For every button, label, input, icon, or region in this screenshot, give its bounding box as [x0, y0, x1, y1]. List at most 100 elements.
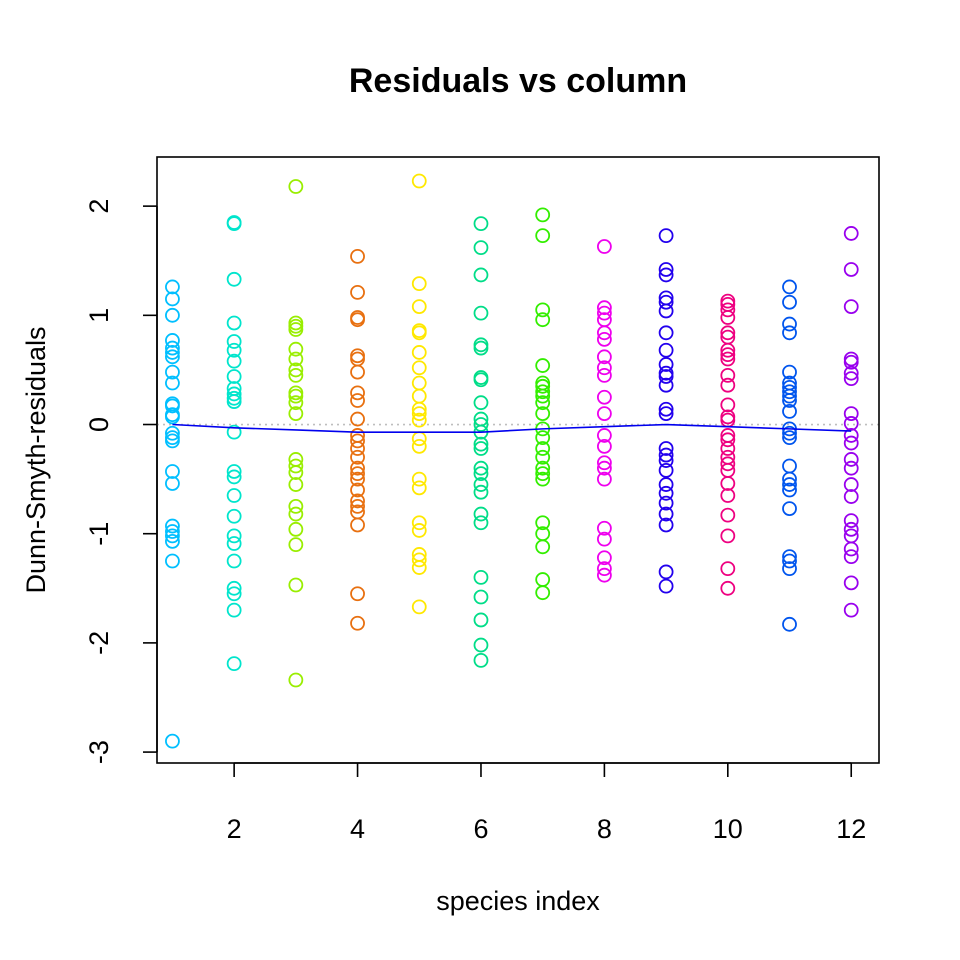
- data-point: [720, 441, 736, 456]
- data-point: [226, 464, 242, 479]
- data-point: [288, 388, 304, 404]
- data-point: [658, 477, 674, 492]
- data-point: [411, 515, 427, 531]
- data-point: [720, 476, 736, 491]
- data-point: [473, 589, 489, 605]
- data-point: [165, 364, 180, 380]
- data-point: [226, 353, 242, 369]
- data-point: [473, 612, 489, 628]
- data-point: [535, 384, 551, 400]
- data-point: [411, 406, 427, 421]
- data-point: [350, 460, 365, 476]
- data-point: [411, 412, 427, 428]
- data-point: [782, 279, 797, 295]
- data-point: [782, 316, 797, 332]
- data-point: [288, 672, 304, 688]
- data-point: [843, 452, 859, 467]
- data-point: [843, 299, 859, 314]
- data-point: [658, 485, 674, 501]
- data-point: [843, 521, 859, 537]
- data-point: [658, 294, 674, 310]
- data-point: [535, 312, 551, 328]
- data-point: [843, 406, 859, 421]
- data-point: [350, 364, 365, 380]
- data-point: [288, 179, 304, 194]
- data-point: [288, 341, 304, 357]
- data-point: [782, 549, 797, 565]
- data-point: [535, 395, 551, 411]
- data-point: [350, 482, 365, 498]
- data-point: [473, 372, 489, 388]
- data-point: [658, 453, 674, 468]
- data-point: [473, 484, 489, 500]
- data-point: [350, 466, 365, 482]
- data-point: [596, 561, 612, 577]
- data-point: [473, 340, 489, 356]
- data-point: [658, 303, 674, 319]
- data-point: [165, 307, 180, 323]
- data-point: [226, 602, 242, 618]
- data-point: [226, 656, 242, 672]
- data-point: [720, 325, 736, 341]
- data-point: [658, 564, 674, 580]
- data-point: [535, 378, 551, 394]
- data-point: [350, 586, 365, 602]
- data-point: [596, 471, 612, 487]
- data-point: [658, 357, 674, 372]
- data-point: [843, 371, 859, 387]
- data-point: [473, 637, 489, 653]
- data-point: [782, 393, 797, 408]
- data-point: [473, 477, 489, 492]
- data-point: [350, 517, 365, 533]
- data-point: [782, 616, 797, 632]
- data-point: [535, 358, 551, 373]
- data-point: [843, 477, 859, 492]
- data-point: [658, 262, 674, 277]
- data-point: [658, 369, 674, 384]
- data-point: [473, 441, 489, 456]
- data-point: [658, 401, 674, 417]
- data-point: [226, 271, 242, 287]
- data-point: [843, 575, 859, 591]
- data-point: [165, 349, 180, 365]
- data-point: [596, 460, 612, 476]
- data-point: [411, 523, 427, 538]
- data-point: [473, 267, 489, 283]
- data-point: [165, 279, 180, 295]
- data-point: [843, 226, 859, 241]
- data-point: [473, 240, 489, 256]
- data-point: [658, 517, 674, 533]
- data-point: [165, 291, 180, 307]
- data-point: [165, 375, 180, 391]
- trend-line: [172, 423, 852, 433]
- data-point: [782, 425, 797, 441]
- data-point: [226, 580, 242, 596]
- data-point: [473, 460, 489, 476]
- data-point: [226, 394, 242, 409]
- data-point: [350, 499, 365, 514]
- data-point: [473, 652, 489, 668]
- data-point: [411, 276, 427, 292]
- data-point: [720, 377, 736, 393]
- data-point: [535, 572, 551, 587]
- data-point: [843, 460, 859, 476]
- data-point: [288, 367, 304, 383]
- x-tick-label: 12: [836, 814, 866, 844]
- data-point: [720, 342, 736, 358]
- data-point: [288, 577, 304, 593]
- data-point: [473, 515, 489, 531]
- data-point: [473, 216, 489, 232]
- data-point: [411, 599, 427, 615]
- data-point: [596, 325, 612, 341]
- data-point: [596, 300, 612, 316]
- data-point: [658, 267, 674, 283]
- data-point: [596, 406, 612, 421]
- data-point: [658, 342, 674, 358]
- data-point: [226, 586, 242, 602]
- data-point: [288, 395, 304, 411]
- data-point: [350, 248, 365, 264]
- data-point: [411, 401, 427, 417]
- data-point: [411, 173, 427, 189]
- data-point: [658, 447, 674, 463]
- x-axis-label: species index: [436, 886, 600, 916]
